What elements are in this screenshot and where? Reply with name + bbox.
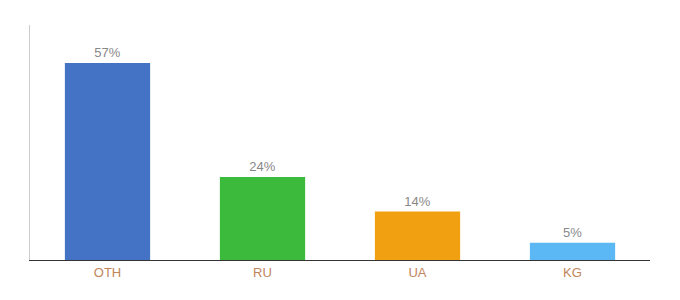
svg-text:UA: UA: [408, 265, 426, 280]
svg-text:KG: KG: [563, 265, 582, 280]
svg-text:24%: 24%: [249, 159, 275, 174]
svg-text:14%: 14%: [404, 194, 430, 209]
svg-text:RU: RU: [253, 265, 272, 280]
svg-text:57%: 57%: [94, 45, 120, 60]
svg-text:OTH: OTH: [94, 265, 121, 280]
svg-text:5%: 5%: [563, 225, 582, 240]
